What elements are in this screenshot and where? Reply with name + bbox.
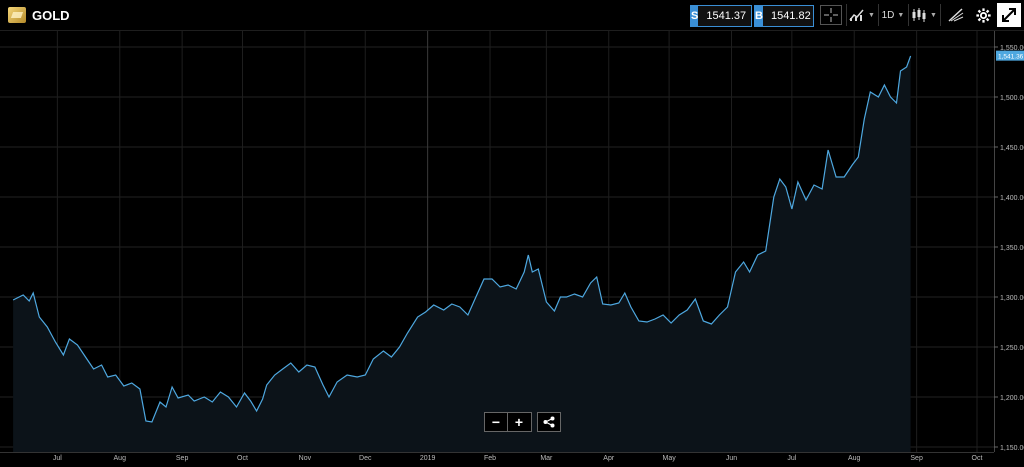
x-tick-label: Sep (176, 455, 189, 462)
y-tick-label: 1,350.00 (1000, 245, 1024, 252)
timeframe-selector[interactable]: 1D ▼ (881, 9, 905, 21)
zoom-controls: − + (484, 412, 532, 432)
sell-price-button[interactable]: S 1541.37 (690, 5, 752, 27)
instrument-symbol[interactable]: GOLD (32, 8, 70, 23)
x-tick-label: Sep (910, 455, 923, 462)
toolbar: GOLD S 1541.37 B 1541.82 ▼ 1D ▼ ▼ (0, 0, 1024, 31)
current-price-marker (996, 50, 1024, 61)
zoom-out-button[interactable]: − (485, 413, 508, 431)
y-tick-label: 1,500.00 (1000, 95, 1024, 102)
buy-price-button[interactable]: B 1541.82 (754, 5, 814, 27)
zoom-in-button[interactable]: + (514, 414, 524, 430)
current-price-label: 1,541.36 (998, 54, 1024, 61)
price-line (12, 55, 912, 423)
x-tick-label: Apr (603, 455, 615, 462)
buy-tag: B (755, 6, 763, 26)
share-icon (538, 413, 560, 431)
x-tick-label: Mar (540, 455, 553, 462)
sell-tag: S (691, 6, 699, 26)
x-tick-label: Jun (726, 455, 737, 462)
y-tick-label: 1,550.00 (1000, 45, 1024, 52)
fullscreen-button[interactable] (997, 3, 1021, 27)
y-axis-panel (994, 31, 1024, 452)
buy-price: 1541.82 (770, 10, 811, 22)
fullscreen-icon (1002, 8, 1016, 22)
price-area-fill (13, 56, 911, 452)
timeframe-label: 1D (881, 9, 895, 21)
x-tick-label: Feb (484, 455, 496, 462)
x-tick-label: Oct (237, 455, 248, 462)
x-tick-label: Oct (972, 455, 983, 462)
x-tick-label: Nov (299, 455, 312, 462)
crosshair-button[interactable] (819, 5, 843, 25)
y-tick-label: 1,150.00 (1000, 445, 1024, 452)
crosshair-icon (820, 5, 842, 25)
y-tick-label: 1,300.00 (1000, 295, 1024, 302)
drawing-tools-icon (948, 8, 964, 22)
share-button[interactable] (537, 412, 561, 432)
x-tick-label: May (662, 455, 676, 462)
x-tick-label: 2019 (420, 455, 436, 462)
y-tick-label: 1,200.00 (1000, 395, 1024, 402)
candlestick-button[interactable]: ▼ (910, 5, 938, 25)
y-tick-label: 1,250.00 (1000, 345, 1024, 352)
x-tick-label: Jul (787, 455, 796, 462)
x-tick-label: Dec (359, 455, 372, 462)
y-tick-label: 1,450.00 (1000, 145, 1024, 152)
y-tick-label: 1,400.00 (1000, 195, 1024, 202)
gold-logo-icon (8, 7, 26, 23)
candlestick-icon (912, 8, 926, 22)
settings-button[interactable] (971, 5, 995, 25)
chart-type-button[interactable]: ▼ (848, 5, 876, 25)
x-tick-label: Aug (114, 455, 127, 462)
settings-gear-icon (975, 7, 991, 23)
sell-price: 1541.37 (706, 10, 747, 22)
chart-type-icon (849, 9, 864, 21)
drawing-tools-button[interactable] (944, 5, 968, 25)
x-tick-label: Aug (848, 455, 861, 462)
x-tick-label: Jul (53, 455, 62, 462)
